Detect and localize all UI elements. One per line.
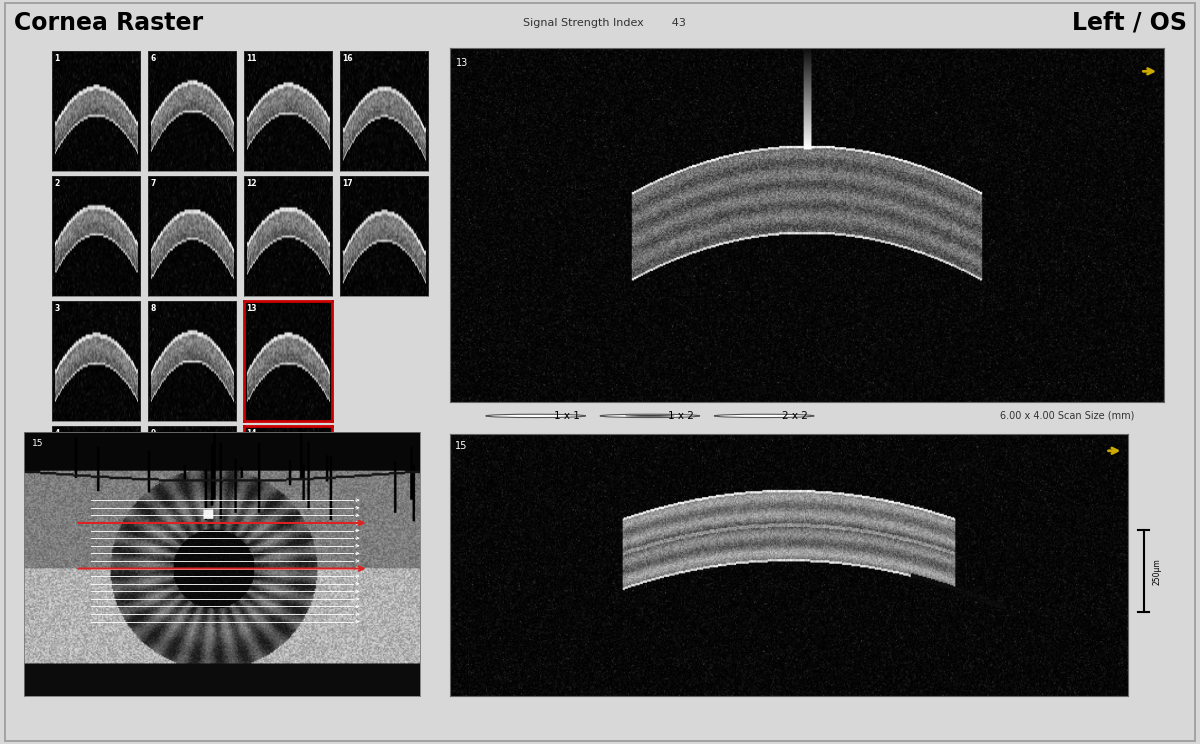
- Text: 16: 16: [342, 54, 353, 63]
- Text: 15: 15: [456, 441, 468, 451]
- Text: 4: 4: [54, 429, 60, 438]
- Circle shape: [714, 414, 814, 417]
- Text: 17: 17: [342, 179, 353, 188]
- Text: 250μm: 250μm: [1152, 558, 1162, 585]
- Text: Cornea Raster: Cornea Raster: [14, 10, 204, 34]
- Text: 10: 10: [150, 554, 161, 563]
- Text: 6.00 x 4.00 Scan Size (mm): 6.00 x 4.00 Scan Size (mm): [1000, 411, 1134, 421]
- Text: 14: 14: [246, 429, 257, 438]
- Circle shape: [486, 414, 586, 417]
- Text: 5: 5: [54, 554, 59, 563]
- Text: 15: 15: [246, 554, 257, 563]
- Text: 2 x 2: 2 x 2: [782, 411, 808, 421]
- Text: 15: 15: [32, 440, 43, 449]
- Text: 11: 11: [246, 54, 257, 63]
- Text: 1 x 2: 1 x 2: [667, 411, 694, 421]
- Text: 12: 12: [246, 179, 257, 188]
- Text: 2: 2: [54, 179, 60, 188]
- Text: 9: 9: [150, 429, 156, 438]
- Text: Signal Strength Index        43: Signal Strength Index 43: [523, 18, 685, 28]
- Circle shape: [625, 415, 674, 417]
- Text: Left / OS: Left / OS: [1073, 10, 1188, 34]
- Text: 13: 13: [456, 58, 468, 68]
- Text: 1 x 1: 1 x 1: [553, 411, 580, 421]
- Circle shape: [600, 414, 700, 417]
- Text: 8: 8: [150, 304, 156, 313]
- Text: 7: 7: [150, 179, 156, 188]
- Text: 6: 6: [150, 54, 156, 63]
- Text: 13: 13: [246, 304, 257, 313]
- Text: 3: 3: [54, 304, 60, 313]
- Text: 1: 1: [54, 54, 60, 63]
